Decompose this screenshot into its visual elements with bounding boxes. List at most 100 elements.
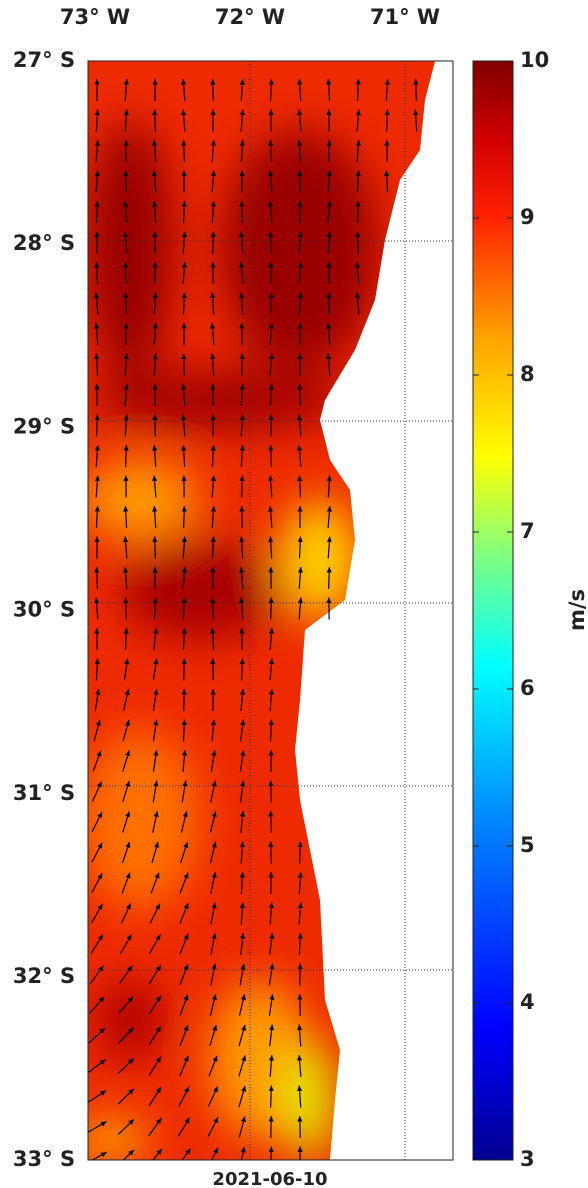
arrow-head — [94, 292, 100, 299]
arrow-head — [326, 323, 332, 329]
arrow-head — [211, 933, 217, 939]
arrow-head — [239, 292, 245, 299]
arrow-head — [152, 353, 158, 360]
arrow-head — [240, 1146, 246, 1153]
arrow-head — [152, 262, 158, 268]
arrow-head — [152, 506, 158, 512]
arrow-head — [297, 140, 303, 146]
arrow-head — [210, 79, 216, 85]
arrow-head — [297, 384, 303, 390]
arrow-head — [297, 1146, 303, 1152]
colorbar-tick-label: 8 — [520, 362, 535, 386]
arrow-head — [297, 902, 304, 909]
arrow-head — [210, 292, 216, 299]
arrow-head — [181, 140, 187, 146]
arrow-head — [268, 902, 274, 909]
arrow-head — [268, 597, 274, 604]
arrow-head — [155, 1026, 161, 1033]
colorbar-label: m/s — [565, 589, 588, 631]
arrow-head — [239, 506, 245, 512]
lat-label: 27° S — [13, 48, 75, 72]
lat-label: 31° S — [13, 781, 75, 805]
graticule — [88, 61, 453, 1160]
arrow-head — [297, 933, 303, 939]
arrow-head — [268, 658, 275, 665]
arrow-head — [240, 1116, 246, 1123]
arrow-head — [241, 1055, 247, 1062]
arrow-head — [152, 231, 158, 237]
arrow-head — [123, 109, 129, 116]
arrow-head — [297, 231, 303, 238]
arrow-head — [297, 262, 303, 268]
arrow-head — [94, 201, 100, 207]
arrow-head — [240, 994, 246, 1001]
arrow-head — [210, 719, 217, 726]
lat-label: 30° S — [13, 598, 75, 622]
arrow-head — [210, 475, 216, 482]
arrow-head — [211, 811, 217, 818]
arrow-head — [326, 567, 332, 573]
arrow-head — [297, 841, 303, 848]
arrow-head — [355, 231, 361, 238]
arrow-head — [153, 750, 159, 756]
arrow-head — [210, 506, 216, 512]
arrow-head — [181, 689, 187, 695]
arrow-head — [183, 842, 189, 848]
arrow-head — [326, 262, 332, 268]
arrow-head — [268, 780, 274, 787]
arrow-head — [94, 323, 100, 329]
colorbar-tick-label: 5 — [520, 833, 535, 857]
arrow-head — [123, 353, 129, 360]
arrow-head — [181, 109, 187, 116]
arrow-head — [181, 231, 187, 238]
arrow-head — [181, 79, 187, 85]
arrow-head — [268, 79, 274, 85]
arrow-head — [384, 140, 390, 146]
arrow-head — [268, 689, 275, 695]
arrow-head — [181, 445, 187, 451]
arrow-head — [94, 170, 100, 177]
arrow-head — [210, 536, 216, 543]
arrow-head — [212, 1055, 218, 1062]
arrow-head — [210, 445, 216, 451]
arrow-head — [152, 201, 158, 207]
arrow-head — [155, 1056, 161, 1063]
arrow-head — [239, 628, 245, 634]
arrow-head — [97, 812, 102, 819]
arrow-head — [94, 628, 100, 634]
arrow-head — [268, 811, 274, 817]
arrow-head — [326, 109, 332, 115]
arrow-head — [152, 445, 158, 451]
lon-label: 72° W — [215, 5, 285, 29]
arrow-head — [127, 965, 133, 972]
wind-field — [88, 61, 453, 1160]
arrow-head — [123, 567, 129, 573]
arrow-head — [97, 903, 103, 910]
arrow-head — [239, 323, 245, 329]
arrow-head — [325, 353, 332, 360]
arrow-head — [297, 1085, 303, 1092]
arrow-head — [326, 597, 332, 603]
arrow-head — [181, 323, 187, 329]
arrow-head — [181, 597, 187, 604]
arrow-head — [268, 140, 274, 146]
arrow-head — [181, 292, 187, 299]
arrow-head — [185, 1148, 191, 1155]
arrow-head — [125, 842, 131, 849]
arrow-head — [239, 140, 245, 146]
arrow-head — [268, 170, 274, 177]
arrow-head — [239, 872, 245, 878]
arrow-head — [297, 567, 303, 573]
arrow-head — [123, 597, 129, 604]
arrow-head — [94, 506, 100, 512]
arrow-head — [181, 262, 187, 268]
arrow-head — [152, 140, 158, 146]
arrow-head — [384, 170, 390, 177]
arrow-head — [123, 170, 129, 176]
arrow-head — [94, 445, 100, 451]
arrow-head — [181, 170, 187, 176]
arrow-head — [152, 109, 158, 116]
lon-label: 71° W — [370, 5, 440, 29]
arrow-head — [128, 1027, 134, 1034]
arrow-head — [268, 231, 274, 238]
